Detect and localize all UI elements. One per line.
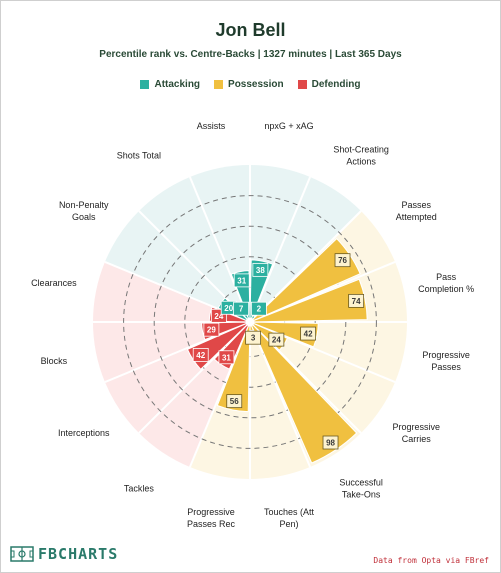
value-label: 38 xyxy=(256,266,265,275)
value-label: 74 xyxy=(352,297,361,306)
bar xyxy=(216,325,251,413)
sector-divider xyxy=(104,321,251,384)
axis-label: Touches (Att Pen) xyxy=(264,507,315,529)
value-label: 7 xyxy=(239,305,244,314)
value-box xyxy=(250,301,267,316)
value-label: 24 xyxy=(272,336,281,345)
value-label: 24 xyxy=(214,312,223,321)
axis-label: Non-Penalty Goals xyxy=(59,200,109,222)
value-label: 76 xyxy=(338,256,347,265)
axis-label: Interceptions xyxy=(58,428,110,438)
grid-circle xyxy=(123,195,377,449)
bg-sector xyxy=(250,176,362,322)
sector-divider xyxy=(138,321,251,434)
axis-label: Blocks xyxy=(41,356,68,366)
sector-divider xyxy=(249,321,312,468)
sector-divider xyxy=(188,321,251,468)
value-label: 2 xyxy=(257,305,262,314)
value-label: 29 xyxy=(207,326,216,335)
legend-item-attacking: Attacking xyxy=(140,79,200,90)
legend-item-defending: Defending xyxy=(297,79,361,90)
bar xyxy=(250,324,358,464)
legend-item-possession: Possession xyxy=(214,79,284,90)
bg-sector xyxy=(104,210,250,322)
legend: Attacking Possession Defending xyxy=(0,79,501,90)
axis-label: Progressive Passes Rec xyxy=(187,507,236,529)
axis-label: Tackles xyxy=(124,483,155,493)
sector-divider xyxy=(249,210,362,323)
bg-sector xyxy=(250,322,311,479)
value-box xyxy=(233,301,250,316)
bar xyxy=(252,237,361,322)
value-label: 31 xyxy=(237,276,246,285)
axis-label: Clearances xyxy=(31,278,77,288)
value-box xyxy=(192,348,209,362)
legend-label-possession: Possession xyxy=(228,79,284,90)
pitch-icon xyxy=(10,546,34,562)
value-box xyxy=(245,330,262,345)
value-box xyxy=(226,394,243,409)
value-box xyxy=(233,273,250,288)
axis-label: Successful Take-Ons xyxy=(339,477,383,499)
value-box xyxy=(334,253,351,268)
axis-label: Shots Total xyxy=(117,151,161,161)
value-box xyxy=(203,322,220,337)
value-box xyxy=(268,332,285,347)
legend-swatch-possession xyxy=(214,80,224,89)
axis-label: Pass Completion % xyxy=(418,272,474,294)
axis-label: Progressive Carries xyxy=(393,422,441,444)
source-note: Data from Opta via FBref xyxy=(373,556,489,565)
chart-subtitle: Percentile rank vs. Centre-Backs | 1327 … xyxy=(99,49,402,60)
axis-label: npxG + xAG xyxy=(264,121,313,131)
fbcharts-logo: FBCHARTS xyxy=(10,545,118,563)
value-label: 42 xyxy=(196,351,205,360)
legend-swatch-defending xyxy=(297,80,307,89)
legend-label-defending: Defending xyxy=(311,79,361,90)
grid-circle xyxy=(184,256,316,388)
bar xyxy=(253,278,368,323)
axis-label: Shot-Creating Actions xyxy=(333,145,389,167)
sector-divider xyxy=(188,176,251,323)
value-label: 42 xyxy=(304,330,313,339)
value-box xyxy=(252,262,269,277)
axis-label: Passes Attempted xyxy=(396,200,437,222)
legend-swatch-attacking xyxy=(140,80,150,89)
legend-label-attacking: Attacking xyxy=(154,79,201,90)
value-box xyxy=(218,350,235,365)
value-label: 31 xyxy=(222,353,231,362)
axis-label: Assists xyxy=(197,121,226,131)
value-label: 98 xyxy=(326,439,335,448)
value-label: 56 xyxy=(230,397,239,406)
sector-divider xyxy=(249,260,396,323)
bg-sector xyxy=(250,322,396,434)
sector-divider xyxy=(249,321,396,384)
axis-label: Progressive Passes xyxy=(422,350,470,372)
value-label: 20 xyxy=(224,304,233,313)
bg-sector xyxy=(138,176,250,322)
value-box xyxy=(322,435,339,450)
grid-circle xyxy=(153,225,347,419)
value-box xyxy=(300,326,317,341)
value-box xyxy=(348,293,365,308)
value-label: 3 xyxy=(251,334,256,343)
chart-title: Jon Bell xyxy=(215,20,286,40)
logo-text: FBCHARTS xyxy=(38,545,119,563)
sector-divider xyxy=(249,176,312,323)
